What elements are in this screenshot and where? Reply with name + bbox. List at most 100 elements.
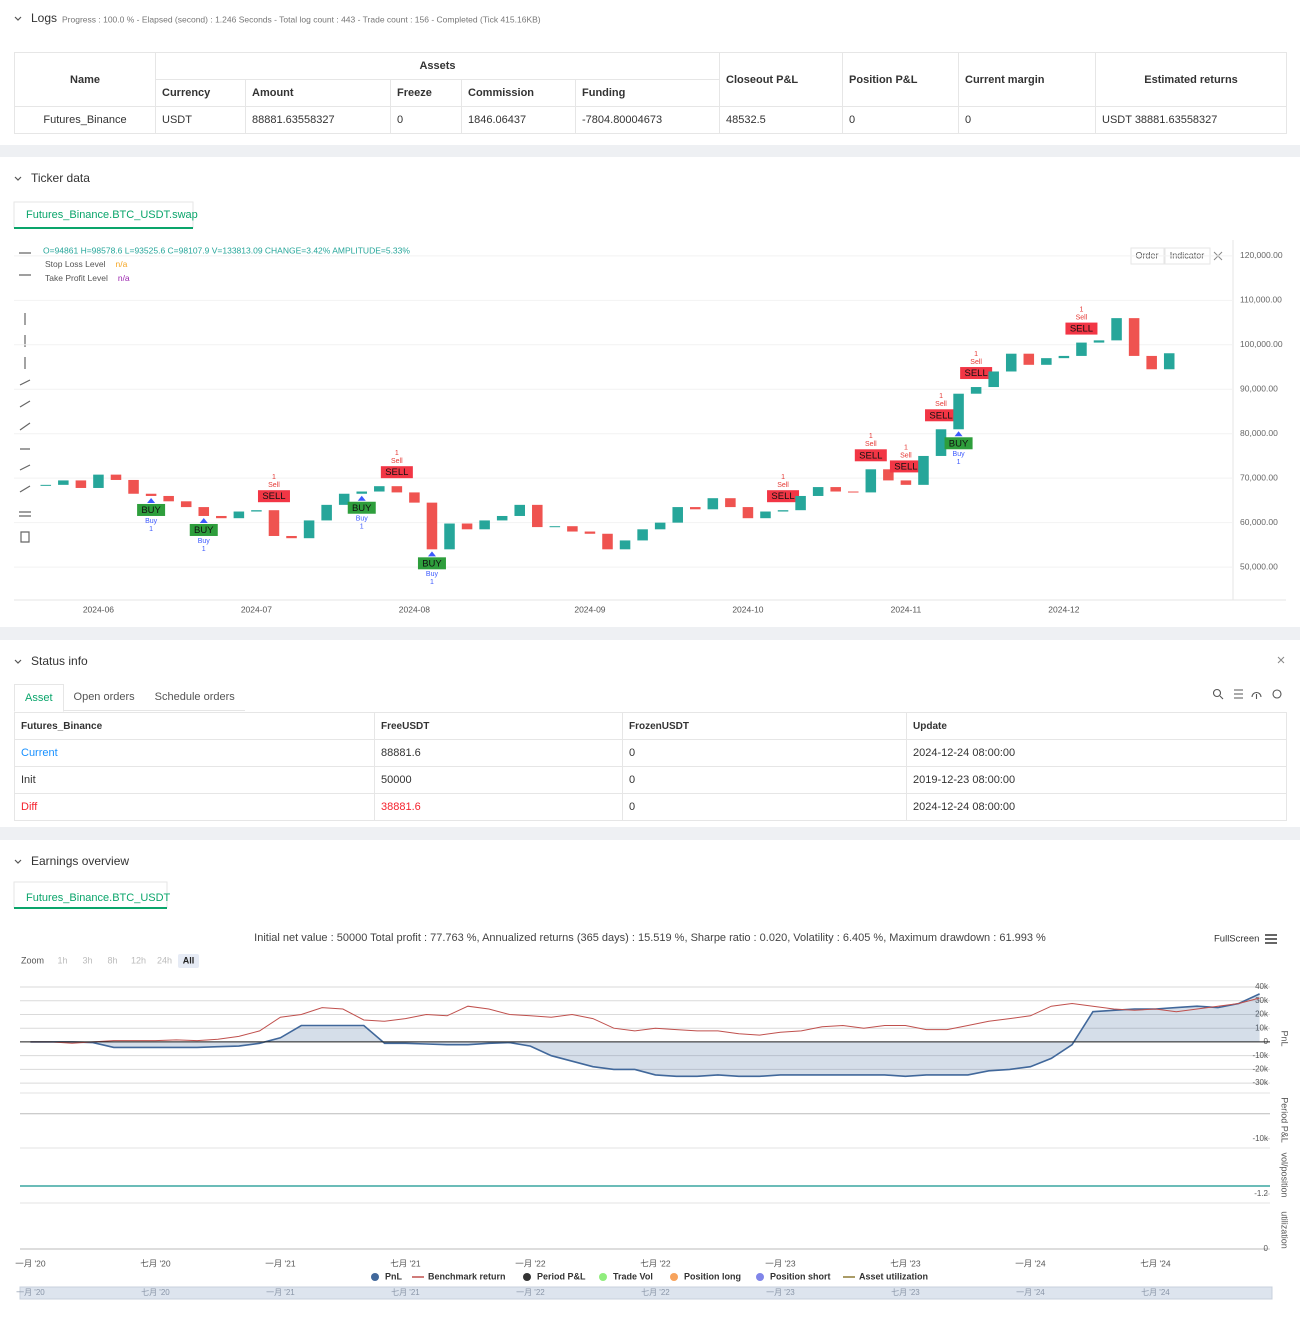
signal-box — [380, 466, 413, 479]
x-tick-label: 2024-10 — [732, 604, 763, 614]
tool-icons[interactable] — [19, 252, 31, 543]
button-label[interactable]: Order — [1135, 250, 1158, 260]
candle — [777, 510, 789, 512]
signal-tag: SELL — [385, 467, 408, 478]
signal-box — [925, 409, 958, 422]
candle — [847, 491, 859, 493]
section-title: Earnings overview — [31, 854, 129, 868]
candle — [830, 487, 841, 492]
zoom-button[interactable]: 3h — [82, 955, 92, 965]
candle — [338, 493, 350, 505]
legend-label[interactable]: Position short — [770, 1271, 831, 1281]
legend-label[interactable]: Benchmark return — [428, 1271, 506, 1281]
zoom-button[interactable]: All — [183, 955, 195, 965]
signal-text: Buy — [426, 571, 439, 578]
zoom-button[interactable]: 8h — [107, 955, 117, 965]
candle — [1076, 342, 1087, 356]
candle — [988, 371, 999, 388]
legend-label[interactable]: PnL — [385, 1271, 403, 1281]
candle — [163, 495, 174, 502]
x-tick-label: 2024-11 — [891, 604, 922, 614]
legend-item: Stop Loss Level n/a — [45, 259, 128, 269]
candle — [1163, 353, 1175, 370]
x-tick-label: 一月 '24 — [1015, 1258, 1046, 1268]
x-tick-label: 七月 '23 — [890, 1258, 921, 1268]
legend-label[interactable]: Position long — [684, 1271, 741, 1281]
expand-icon[interactable] — [1277, 656, 1285, 664]
table-cell: Diff — [14, 793, 375, 821]
y-tick-label: -10k — [1252, 1051, 1269, 1060]
candle — [935, 429, 947, 456]
zoom-button[interactable]: 24h — [157, 955, 172, 965]
zoom-button[interactable]: 1h — [57, 955, 67, 965]
navigator-label: 七月 '23 — [891, 1288, 920, 1297]
y-tick-label: -1.2 — [1254, 1189, 1268, 1198]
tab[interactable]: Open orders — [63, 684, 145, 711]
chevron[interactable] — [14, 176, 22, 181]
signal-count: 1 — [869, 433, 873, 440]
legend-swatch — [599, 1273, 607, 1281]
chevron[interactable] — [14, 859, 22, 864]
candle — [602, 533, 613, 550]
signal-box — [137, 503, 166, 516]
signal-count: 1 — [272, 474, 276, 481]
section-title: Logs — [31, 11, 57, 25]
candle — [286, 535, 297, 539]
tab-frame — [13, 201, 194, 228]
candle — [1041, 358, 1052, 365]
candle — [742, 507, 754, 519]
signal-count: 1 — [149, 526, 153, 533]
candle — [1093, 340, 1105, 343]
button-label[interactable]: Indicator — [1170, 250, 1205, 260]
signal-tag: SELL — [894, 461, 917, 472]
zoom-button[interactable]: 12h — [131, 955, 146, 965]
candle — [180, 501, 192, 508]
tab[interactable]: Asset — [14, 684, 64, 712]
menu-icons[interactable] — [1219, 689, 1262, 700]
legend-value: n/a — [118, 273, 130, 283]
navigator[interactable] — [19, 1286, 1273, 1300]
y-tick-label: 40k — [1255, 982, 1269, 991]
menu-icon[interactable] — [1265, 934, 1277, 944]
chevron[interactable] — [14, 659, 22, 664]
header-cell: FreeUSDT — [374, 712, 623, 740]
signal-count: 1 — [430, 579, 434, 586]
search-icon[interactable] — [1212, 688, 1222, 698]
chevron[interactable] — [14, 16, 22, 21]
candle — [496, 515, 508, 521]
tab[interactable]: Schedule orders — [144, 684, 245, 711]
signal-arrow — [954, 431, 963, 437]
header-cell: Funding — [574, 79, 721, 107]
legend-label[interactable]: Trade Vol — [613, 1271, 653, 1281]
signal-box — [189, 523, 218, 536]
y-axis-label: utilization — [1280, 1211, 1290, 1249]
legend-name: Stop Loss Level — [45, 259, 106, 269]
signal-text: Sell — [935, 401, 947, 408]
candle — [356, 491, 368, 494]
status-table: Futures_Binance FreeUSDT FrozenUSDT Update … — [14, 712, 1287, 821]
fullscreen-button[interactable]: FullScreen — [1214, 934, 1259, 945]
legend-label[interactable]: Period P&L — [537, 1271, 586, 1281]
signal-count: 1 — [360, 524, 364, 531]
signal-count: 1 — [1080, 306, 1084, 313]
navigator-label: 七月 '21 — [391, 1288, 420, 1297]
series-line — [30, 993, 1260, 1078]
candle — [58, 480, 69, 485]
header-cell: Currency — [155, 79, 246, 107]
tab[interactable]: Futures_Binance.BTC_USDT.swap — [26, 209, 198, 221]
legend-label[interactable]: Asset utilization — [859, 1271, 928, 1281]
tab[interactable]: Futures_Binance.BTC_USDT — [26, 892, 171, 904]
table-cell: Futures_Binance — [14, 106, 156, 134]
signal-tag: SELL — [1070, 324, 1093, 335]
candle — [374, 486, 385, 492]
candle — [812, 487, 824, 496]
candle — [40, 484, 52, 486]
y-tick-label: -10k — [1252, 1134, 1269, 1143]
candle — [321, 504, 332, 521]
candle — [672, 507, 683, 523]
signal-tag: BUY — [949, 438, 969, 449]
settings-icon[interactable] — [1272, 689, 1282, 699]
zoom-label: Zoom — [21, 955, 44, 965]
signal-tag: BUY — [194, 525, 214, 536]
signal-tag: SELL — [965, 368, 988, 379]
